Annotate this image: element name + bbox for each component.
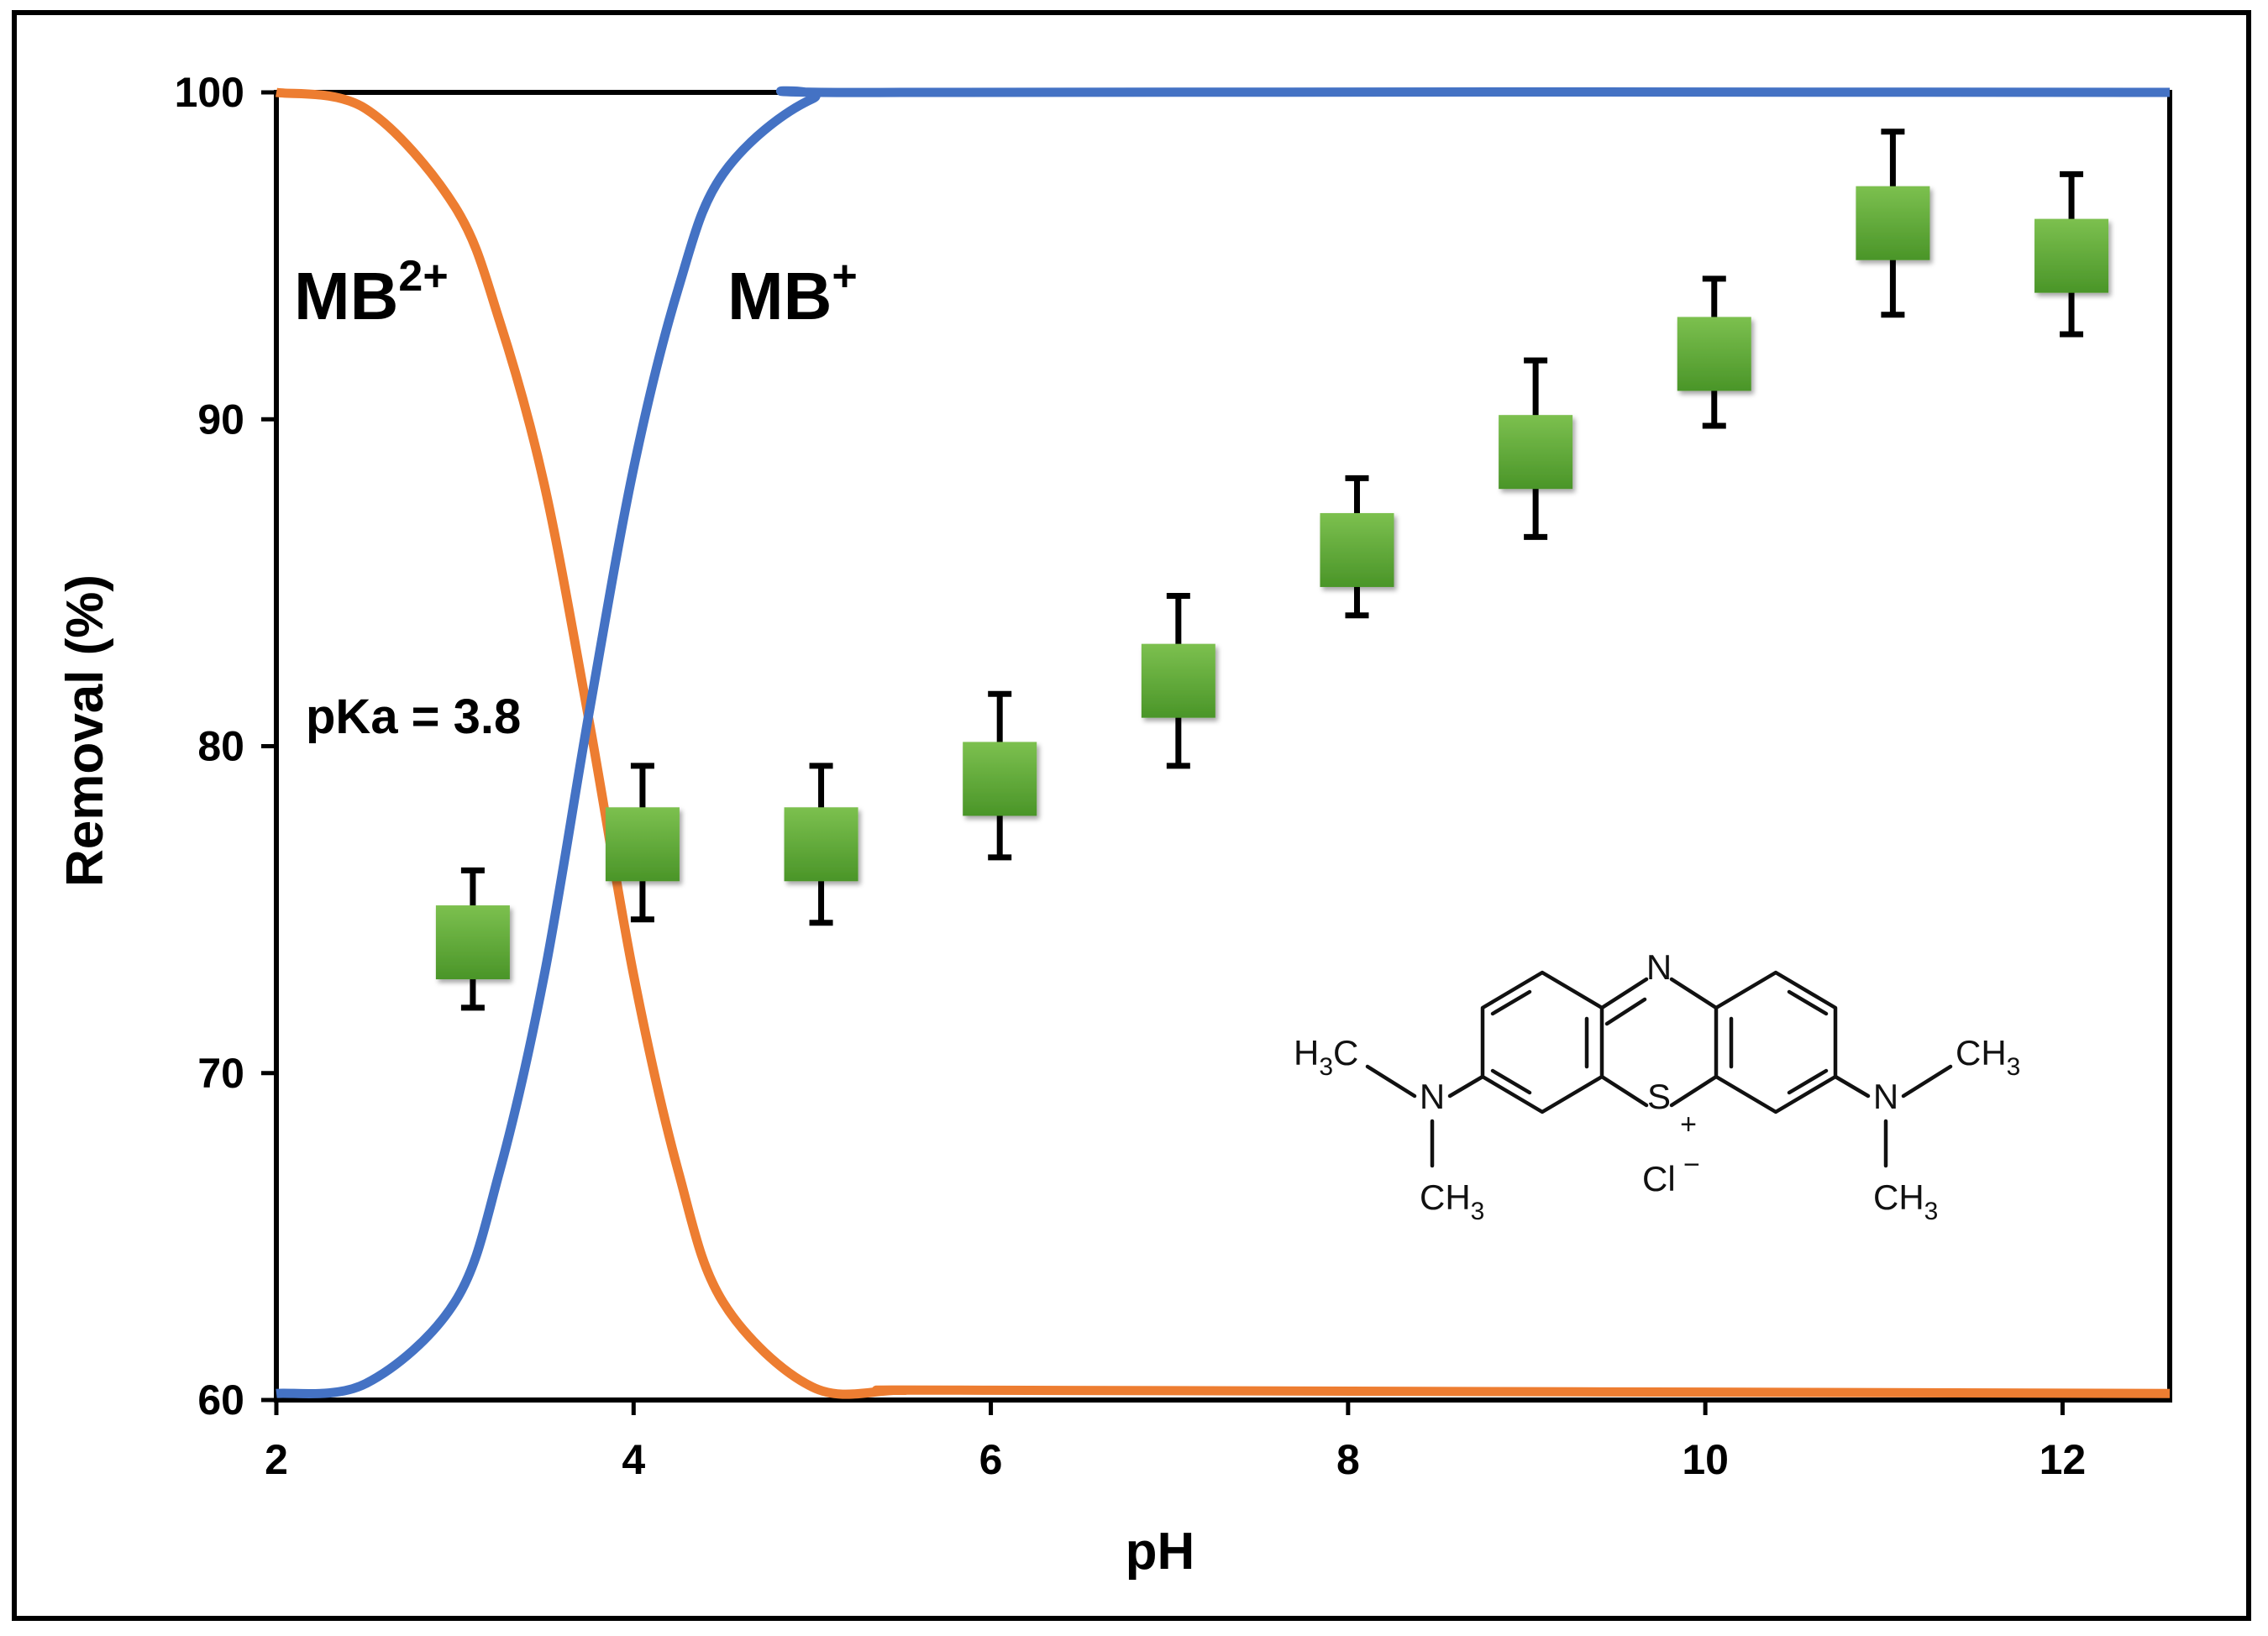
svg-text:CH3: CH3 xyxy=(1420,1177,1484,1225)
data-point xyxy=(1856,128,1930,318)
data-marker xyxy=(784,807,858,882)
data-marker xyxy=(1677,317,1751,391)
x-tick-label: 2 xyxy=(265,1436,288,1483)
figure-frame xyxy=(12,10,2251,1621)
x-axis-title: pH xyxy=(1126,1523,1195,1581)
mb1-label: MB+ xyxy=(727,252,858,333)
svg-text:H3C: H3C xyxy=(1294,1033,1358,1081)
y-tick-label: 60 xyxy=(197,1376,244,1424)
structure-atom-labels: N S + Cl − N N H3C CH3 CH3 CH3 xyxy=(1294,947,2020,1225)
tick-labels: 2 4 6 8 10 12 60 70 80 90 100 xyxy=(175,69,2087,1483)
data-marker xyxy=(435,905,510,980)
x-tick-label: 6 xyxy=(979,1436,1003,1483)
svg-text:CH3: CH3 xyxy=(1956,1033,2020,1081)
data-marker xyxy=(963,742,1037,816)
data-marker xyxy=(1499,415,1573,490)
svg-text:N: N xyxy=(1873,1077,1898,1116)
svg-text:N: N xyxy=(1646,947,1672,987)
series-line-MBplus xyxy=(276,86,2171,1399)
svg-text:+: + xyxy=(1680,1109,1697,1140)
x-tick-label: 4 xyxy=(622,1436,645,1483)
data-marker xyxy=(1856,186,1930,260)
data-point xyxy=(1141,592,1215,769)
data-point xyxy=(605,763,680,923)
data-marker xyxy=(1320,512,1394,587)
data-point xyxy=(1499,357,1573,540)
data-marker xyxy=(2034,218,2109,293)
methylene-blue-structure xyxy=(1365,970,1953,1168)
data-point xyxy=(784,763,858,926)
species-curves xyxy=(276,86,2171,1399)
svg-text:N: N xyxy=(1420,1077,1445,1116)
svg-text:−: − xyxy=(1683,1149,1700,1181)
x-tick-label: 8 xyxy=(1336,1436,1360,1483)
data-point xyxy=(1677,275,1751,429)
pka-annotation: pKa = 3.8 xyxy=(306,690,521,744)
y-axis-title: Removal (%) xyxy=(56,574,114,887)
y-tick-label: 70 xyxy=(197,1050,244,1097)
y-tick-label: 80 xyxy=(197,723,244,770)
removal-data-points xyxy=(435,128,2109,1011)
data-point xyxy=(2034,170,2109,338)
data-marker xyxy=(1141,643,1215,718)
x-tick-label: 12 xyxy=(2040,1436,2087,1483)
data-point xyxy=(435,867,510,1011)
data-point xyxy=(963,690,1037,861)
svg-text:Cl: Cl xyxy=(1642,1159,1676,1198)
x-tick-label: 10 xyxy=(1682,1436,1729,1483)
svg-text:CH3: CH3 xyxy=(1873,1177,1938,1225)
y-tick-label: 100 xyxy=(175,69,244,116)
series-line-MB2plus xyxy=(276,87,2171,1399)
svg-text:S: S xyxy=(1647,1077,1671,1116)
mb2-label: MB2+ xyxy=(294,252,449,333)
data-point xyxy=(1320,475,1394,619)
y-tick-label: 90 xyxy=(197,396,244,443)
data-marker xyxy=(605,807,680,882)
